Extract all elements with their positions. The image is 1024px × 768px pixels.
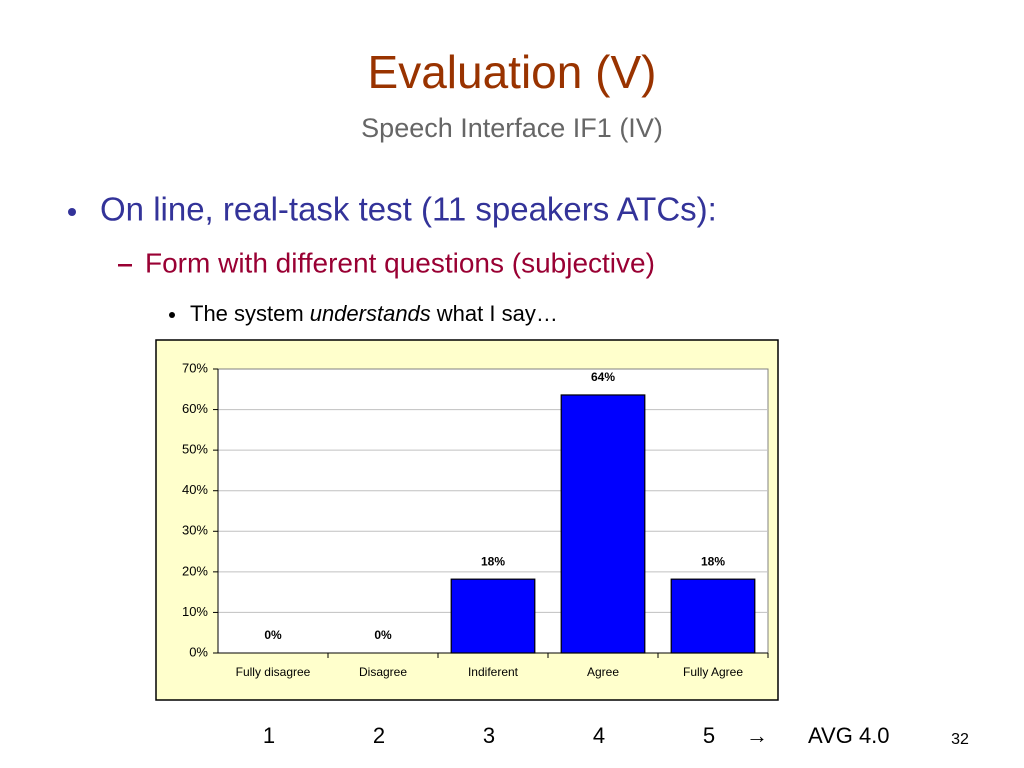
y-tick-label: 10% (182, 604, 208, 619)
dash (118, 264, 132, 267)
x-tick-label: Fully disagree (236, 665, 311, 679)
scale-number: 3 (483, 723, 495, 748)
x-tick-label: Disagree (359, 665, 407, 679)
value-label: 0% (264, 628, 282, 642)
sub-bullet: Form with different questions (subjectiv… (145, 247, 655, 278)
y-tick-label: 60% (182, 401, 208, 416)
y-tick-label: 50% (182, 442, 208, 457)
value-label: 64% (591, 370, 615, 384)
text-part: The system (190, 301, 304, 326)
page-number: 32 (951, 731, 969, 748)
scale-number: 1 (263, 723, 275, 748)
bar (450, 578, 536, 654)
bar (670, 578, 756, 654)
bar (560, 394, 646, 654)
y-tick-label: 30% (182, 523, 208, 538)
text-part: what I say… (436, 301, 558, 326)
bullet: On line, real-task test (11 speakers ATC… (100, 191, 717, 228)
value-label: 18% (481, 554, 505, 568)
bullet-dot (68, 208, 76, 216)
y-tick-label: 20% (182, 563, 208, 578)
y-tick-label: 0% (189, 644, 208, 659)
value-label: 18% (701, 554, 725, 568)
x-tick-label: Agree (587, 665, 619, 679)
scale-number: 4 (593, 723, 605, 748)
x-tick-label: Fully Agree (683, 665, 743, 679)
scale-number: 5 (703, 723, 715, 748)
subtitle: Speech Interface IF1 (IV) (361, 113, 663, 143)
scale-number: 2 (373, 723, 385, 748)
value-label: 0% (374, 628, 392, 642)
y-tick-label: 40% (182, 482, 208, 497)
bullet-dot (169, 312, 175, 318)
sub-sub-bullet: The system understands what I say… (190, 301, 558, 326)
y-tick-label: 70% (182, 360, 208, 375)
title: Evaluation (V) (368, 46, 657, 98)
arrow: → (746, 723, 768, 748)
text-italic: understands (310, 301, 431, 326)
x-tick-label: Indiferent (468, 665, 519, 679)
average: AVG 4.0 (808, 723, 890, 748)
